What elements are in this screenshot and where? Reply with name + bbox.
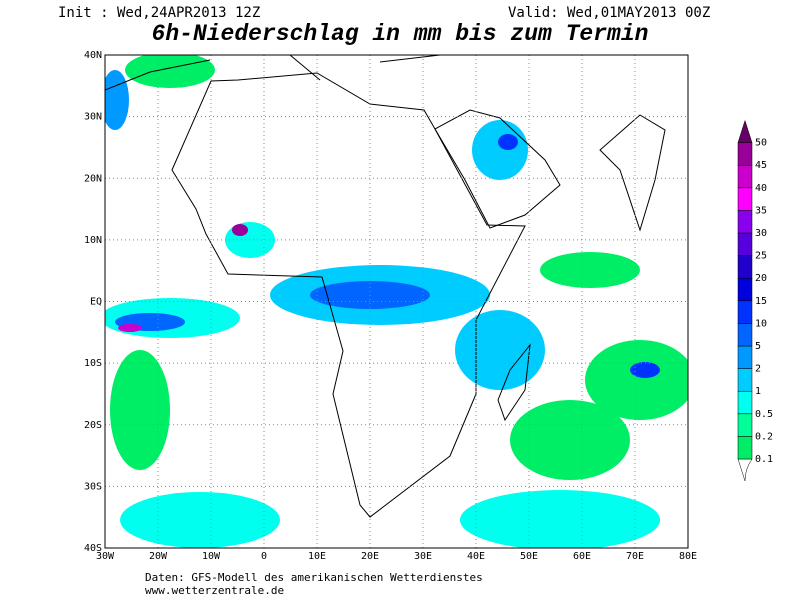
colorbar-label: 2 bbox=[755, 364, 761, 375]
map-title: 6h-Niederschlag in mm bis zum Termin bbox=[152, 21, 649, 47]
lat-label: 20S bbox=[84, 420, 102, 431]
lon-label: 40E bbox=[467, 551, 485, 562]
colorbar-label: 35 bbox=[755, 205, 767, 216]
lon-label: 20E bbox=[361, 551, 379, 562]
lat-label: 40N bbox=[84, 50, 102, 61]
colorbar-band bbox=[737, 323, 753, 347]
lon-label: 80E bbox=[679, 551, 697, 562]
colorbar-label: 20 bbox=[755, 273, 767, 284]
lon-label: 60E bbox=[573, 551, 591, 562]
init-time: Init : Wed,24APR2013 12Z bbox=[58, 5, 260, 21]
colorbar-label: 45 bbox=[755, 160, 767, 171]
colorbar-label: 25 bbox=[755, 251, 767, 262]
colorbar-band bbox=[737, 164, 753, 189]
lon-label: 50E bbox=[520, 551, 538, 562]
lat-label: 30S bbox=[84, 481, 102, 492]
colorbar-band bbox=[737, 187, 753, 211]
colorbar-band bbox=[737, 210, 753, 234]
lon-label: 20W bbox=[149, 551, 168, 562]
colorbar-label: 30 bbox=[755, 228, 767, 239]
lon-label: 10W bbox=[202, 551, 221, 562]
map-frame bbox=[104, 54, 689, 549]
lon-label: 30E bbox=[414, 551, 432, 562]
colorbar-band bbox=[737, 390, 753, 415]
lon-label: 0 bbox=[261, 551, 267, 562]
colorbar-band bbox=[737, 368, 753, 392]
colorbar-label: 0.1 bbox=[755, 454, 773, 465]
colorbar-label: 1 bbox=[755, 386, 761, 397]
lon-label: 10E bbox=[308, 551, 326, 562]
colorbar-band bbox=[737, 277, 753, 302]
colorbar-label: 40 bbox=[755, 183, 767, 194]
lat-label: 40S bbox=[84, 543, 102, 554]
valid-time: Valid: Wed,01MAY2013 00Z bbox=[508, 5, 710, 21]
colorbar-band bbox=[737, 142, 753, 166]
colorbar-band bbox=[737, 345, 753, 369]
colorbar-band bbox=[737, 255, 753, 279]
lat-label: 30N bbox=[84, 112, 102, 123]
colorbar-label: 15 bbox=[755, 296, 767, 307]
colorbar-band bbox=[737, 436, 753, 460]
colorbar-label: 50 bbox=[755, 138, 767, 149]
colorbar-label: 5 bbox=[755, 341, 761, 352]
colorbar-band bbox=[737, 232, 753, 256]
colorbar-band bbox=[737, 300, 753, 324]
colorbar-label: 0.2 bbox=[755, 431, 773, 442]
lat-label: EQ bbox=[90, 297, 102, 308]
precip-field bbox=[105, 55, 688, 548]
colorbar-end bbox=[737, 458, 753, 482]
lon-label: 70E bbox=[626, 551, 644, 562]
colorbar-label: 0.5 bbox=[755, 409, 773, 420]
colorbar-band bbox=[737, 413, 753, 437]
lat-label: 10S bbox=[84, 358, 102, 369]
lat-label: 20N bbox=[84, 173, 102, 184]
colorbar-label: 10 bbox=[755, 318, 767, 329]
lat-label: 10N bbox=[84, 235, 102, 246]
lon-label: 30W bbox=[96, 551, 115, 562]
footer-site: www.wetterzentrale.de bbox=[145, 584, 284, 597]
colorbar-end bbox=[737, 119, 753, 143]
footer-source: Daten: GFS-Modell des amerikanischen Wet… bbox=[145, 571, 483, 584]
